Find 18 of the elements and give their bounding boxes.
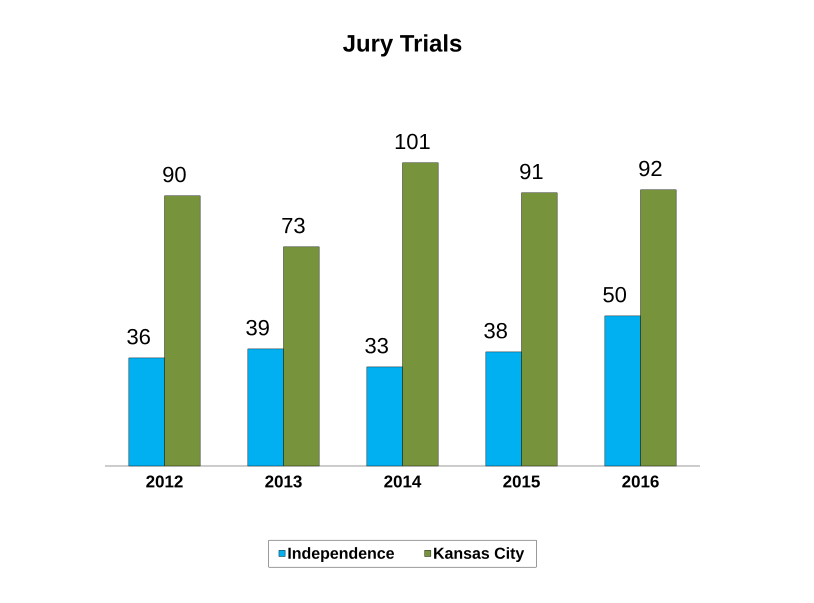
legend-label: Independence bbox=[288, 547, 394, 562]
data-label: 90 bbox=[163, 166, 186, 182]
data-label: 33 bbox=[365, 338, 388, 354]
data-label: 91 bbox=[520, 164, 543, 180]
x-tick-label: 2016 bbox=[622, 475, 659, 488]
x-tick-label: 2015 bbox=[503, 475, 540, 488]
data-label: 38 bbox=[484, 322, 507, 338]
data-label: 39 bbox=[246, 320, 269, 336]
x-tick-label: 2014 bbox=[384, 475, 422, 488]
x-tick-label: 2013 bbox=[265, 475, 302, 488]
legend-label: Kansas City bbox=[434, 547, 524, 562]
data-label: 50 bbox=[603, 286, 626, 302]
data-label: 36 bbox=[127, 328, 150, 344]
x-tick-label: 2012 bbox=[146, 475, 183, 488]
data-label: 101 bbox=[396, 134, 430, 150]
chart-title: Jury Trials bbox=[343, 34, 462, 57]
data-label: 73 bbox=[282, 218, 305, 234]
data-label: 92 bbox=[639, 160, 662, 176]
